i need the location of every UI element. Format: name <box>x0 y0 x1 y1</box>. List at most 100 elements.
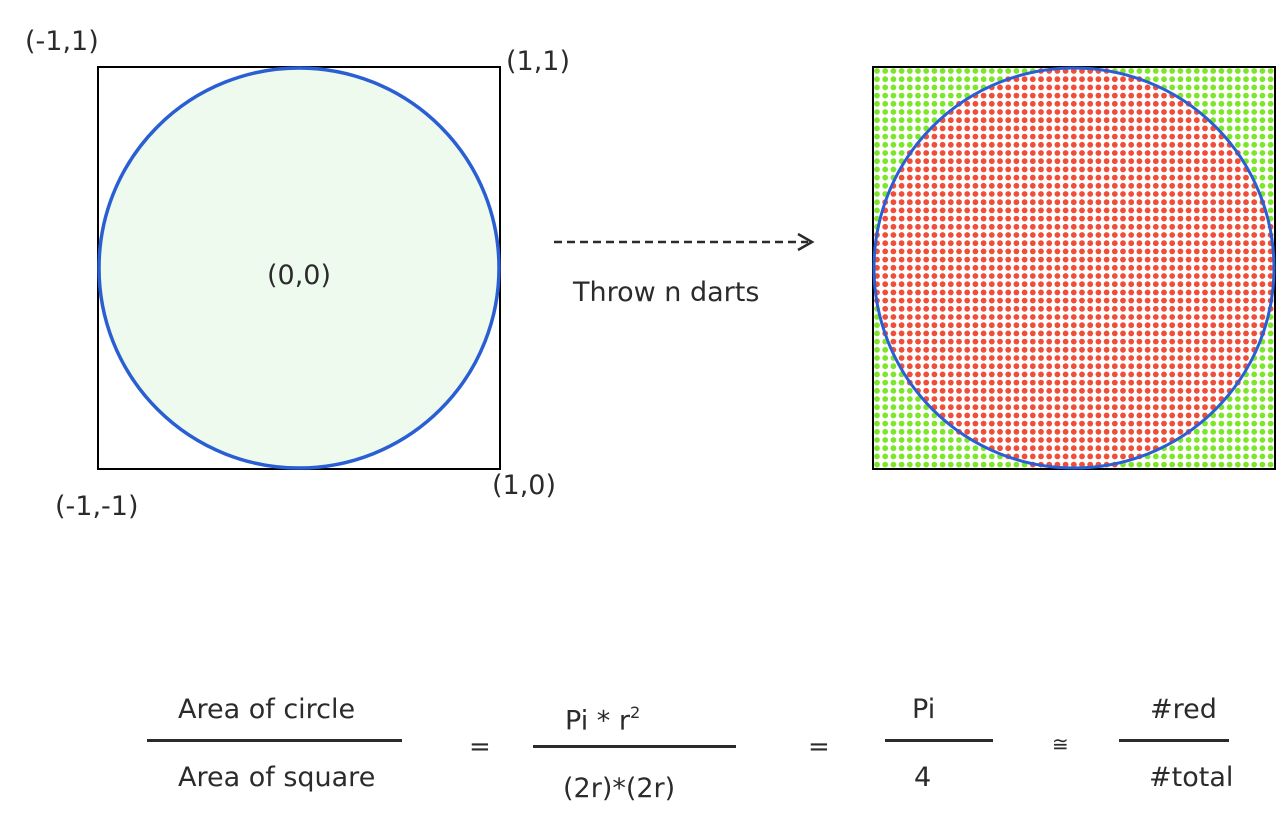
dart-dot-green <box>1243 396 1249 402</box>
dart-dot-green <box>931 84 938 91</box>
dart-dot-red <box>947 281 954 288</box>
dart-dot-red <box>1234 314 1241 320</box>
dart-dot-green <box>890 150 897 156</box>
dart-dot-red <box>1267 273 1274 279</box>
dart-dot-green <box>874 355 880 361</box>
dart-dot-green <box>923 428 930 435</box>
dart-dot-red <box>1193 355 1200 361</box>
dart-dot-red <box>1136 223 1143 230</box>
dart-dot-green <box>1251 445 1258 452</box>
dart-dot-green <box>923 461 930 468</box>
dart-dot-red <box>1136 240 1143 247</box>
dart-dot-green <box>947 84 954 91</box>
dart-dot-green <box>1234 453 1241 460</box>
dart-dot-green <box>1193 100 1200 107</box>
dart-dot-red <box>1046 379 1053 386</box>
dart-dot-red <box>1095 453 1102 460</box>
dart-dot-red <box>1169 117 1176 124</box>
dart-dot-red <box>906 240 913 247</box>
dart-dot-red <box>939 141 946 148</box>
dart-dot-red <box>874 264 880 271</box>
dart-dot-red <box>956 273 962 279</box>
dart-dot-red <box>956 420 962 427</box>
dart-dot-red <box>1202 338 1208 345</box>
dart-dot-red <box>1079 273 1085 279</box>
dart-dot-green <box>1202 437 1208 443</box>
dart-dot-red <box>939 207 946 214</box>
dart-dot-red <box>1005 445 1012 452</box>
dart-dot-green <box>980 461 987 468</box>
dart-dot-red <box>1251 256 1258 263</box>
dart-dot-red <box>1021 330 1028 337</box>
dart-dot-red <box>972 133 979 140</box>
dart-dot-red <box>1243 256 1249 263</box>
dart-dot-red <box>1029 256 1036 263</box>
dart-dot-red <box>1136 338 1143 345</box>
dart-dot-red <box>1210 330 1217 337</box>
dart-dot-red <box>1218 166 1225 173</box>
dart-dot-red <box>1038 445 1044 452</box>
dart-dot-red <box>1005 182 1012 189</box>
dart-dot-green <box>1259 428 1266 435</box>
dart-dot-red <box>997 330 1003 337</box>
dart-dot-green <box>1259 68 1266 74</box>
dart-dot-red <box>1185 158 1192 165</box>
dart-dot-red <box>1193 346 1200 353</box>
dart-dot-red <box>997 240 1003 247</box>
dart-dot-red <box>997 174 1003 181</box>
dart-dot-red <box>1177 355 1184 361</box>
dart-dot-red <box>1120 437 1126 443</box>
dart-dot-green <box>972 68 979 74</box>
dart-dot-red <box>1152 281 1159 288</box>
dart-dot-red <box>1259 232 1266 238</box>
dart-dot-green <box>947 76 954 83</box>
dart-dot-red <box>923 363 930 370</box>
dart-dot-red <box>1193 174 1200 181</box>
dart-dot-red <box>931 330 938 337</box>
dart-dot-red <box>1013 330 1020 337</box>
dart-dot-red <box>988 150 995 156</box>
dart-dot-green <box>890 141 897 148</box>
dart-dot-red <box>1128 273 1135 279</box>
dart-dot-red <box>1234 199 1241 206</box>
dart-dot-red <box>1095 428 1102 435</box>
dart-dot-red <box>1079 445 1085 452</box>
dart-dot-red <box>923 191 930 197</box>
dart-dot-green <box>906 76 913 83</box>
dart-dot-red <box>1038 158 1044 165</box>
dart-dot-red <box>1087 117 1094 124</box>
dart-dot-red <box>947 240 954 247</box>
dart-dot-red <box>1128 166 1135 173</box>
dart-dot-green <box>1234 100 1241 107</box>
dart-dot-green <box>931 76 938 83</box>
dart-dot-red <box>1193 371 1200 378</box>
dart-dot-red <box>1062 223 1069 230</box>
dart-dot-red <box>980 174 987 181</box>
dart-dot-red <box>1161 182 1167 189</box>
dart-dot-green <box>1177 445 1184 452</box>
dart-dot-red <box>1152 297 1159 304</box>
dart-dot-red <box>964 346 971 353</box>
dart-dot-red <box>1029 125 1036 132</box>
dart-dot-red <box>1038 125 1044 132</box>
dart-dot-green <box>1251 396 1258 402</box>
dart-dot-green <box>1243 109 1249 115</box>
dart-dot-red <box>1243 191 1249 197</box>
dart-dot-red <box>1111 182 1118 189</box>
dart-dot-red <box>1234 166 1241 173</box>
dart-dot-red <box>1218 158 1225 165</box>
dart-dot-red <box>1251 281 1258 288</box>
dart-dot-red <box>980 92 987 99</box>
dart-dot-red <box>980 133 987 140</box>
dart-dot-red <box>1210 289 1217 296</box>
dart-dot-red <box>956 404 962 411</box>
dart-dot-red <box>1226 166 1233 173</box>
dart-dot-green <box>915 109 921 115</box>
dart-dot-green <box>890 100 897 107</box>
dart-dot-red <box>1177 305 1184 312</box>
dart-dot-red <box>972 404 979 411</box>
dart-dot-red <box>1038 453 1044 460</box>
dart-dot-red <box>964 158 971 165</box>
dart-dot-red <box>1202 223 1208 230</box>
dart-dot-red <box>1005 232 1012 238</box>
